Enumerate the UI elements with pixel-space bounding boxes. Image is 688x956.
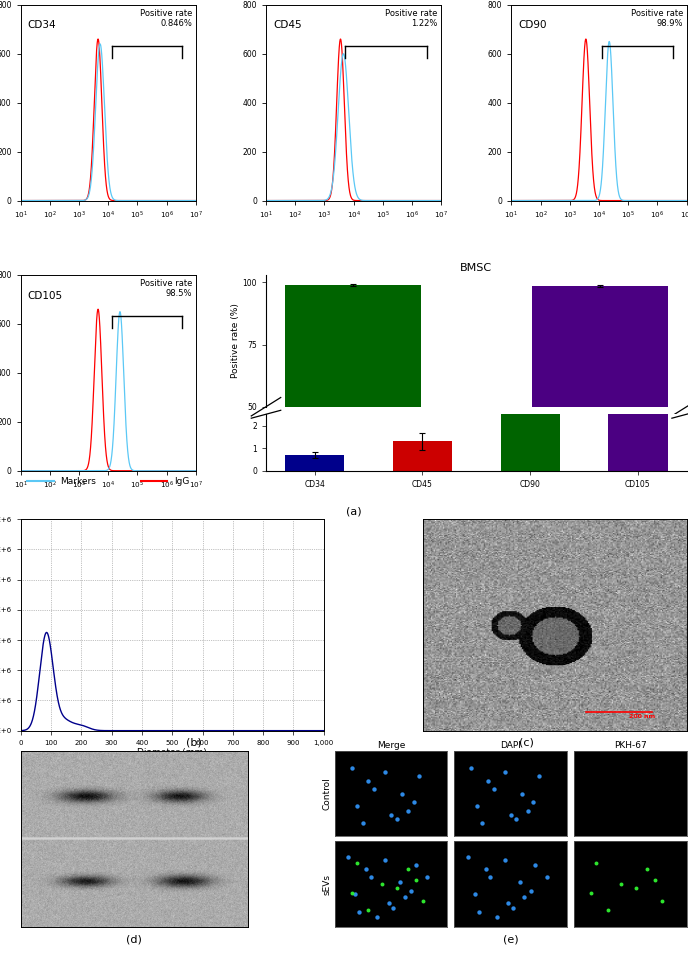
Point xyxy=(402,861,413,877)
Point xyxy=(642,861,653,877)
Text: Positive rate
1.22%: Positive rate 1.22% xyxy=(385,9,438,28)
Point xyxy=(406,883,417,899)
Bar xyxy=(532,286,667,531)
Title: PKH-67: PKH-67 xyxy=(614,741,647,750)
Point xyxy=(591,856,602,871)
Y-axis label: Control: Control xyxy=(323,777,332,810)
Text: (c): (c) xyxy=(519,738,534,748)
Point xyxy=(462,849,473,864)
Point xyxy=(357,815,368,831)
Text: (a): (a) xyxy=(346,506,361,516)
Point xyxy=(585,885,596,901)
Title: BMSC: BMSC xyxy=(460,263,493,272)
Point xyxy=(385,807,396,822)
Text: CD45: CD45 xyxy=(273,20,301,31)
Point xyxy=(363,902,374,918)
Title: DAPI: DAPI xyxy=(500,741,521,750)
Point xyxy=(346,760,357,775)
Point xyxy=(488,782,499,797)
Point xyxy=(541,870,552,885)
Point xyxy=(408,794,419,810)
Point xyxy=(514,875,525,890)
Point xyxy=(522,803,533,818)
Point xyxy=(365,870,376,885)
Point xyxy=(630,880,641,896)
Point xyxy=(354,904,365,920)
Point xyxy=(350,887,361,902)
Point xyxy=(397,786,408,801)
Point xyxy=(473,904,484,920)
Point xyxy=(530,858,541,873)
Point xyxy=(343,849,354,864)
Text: Positive rate
0.846%: Positive rate 0.846% xyxy=(140,9,193,28)
Y-axis label: sEVs: sEVs xyxy=(323,874,332,895)
Text: Positive rate
98.5%: Positive rate 98.5% xyxy=(140,279,193,298)
Text: 200 nm: 200 nm xyxy=(629,714,655,719)
Point xyxy=(376,877,387,892)
Point xyxy=(482,773,493,789)
Point xyxy=(656,894,667,909)
Point xyxy=(352,856,363,871)
Text: Positive rate
98.9%: Positive rate 98.9% xyxy=(631,9,683,28)
Point xyxy=(391,880,402,896)
Text: CD90: CD90 xyxy=(518,20,547,31)
Point xyxy=(616,877,627,892)
Point xyxy=(383,896,394,911)
Point xyxy=(399,889,410,904)
Point xyxy=(485,870,496,885)
Point xyxy=(649,872,660,887)
Bar xyxy=(285,455,345,470)
Point xyxy=(361,861,372,877)
Point xyxy=(417,894,428,909)
Point xyxy=(526,883,537,899)
Point xyxy=(466,760,477,775)
Point xyxy=(471,798,482,814)
Point xyxy=(491,909,502,924)
Point xyxy=(477,815,488,831)
Point xyxy=(372,909,383,924)
Point xyxy=(402,803,413,818)
Point xyxy=(480,861,491,877)
Title: Merge: Merge xyxy=(377,741,405,750)
Point xyxy=(507,901,518,916)
Point xyxy=(369,782,380,797)
Point xyxy=(499,765,510,780)
Text: IgG: IgG xyxy=(174,477,189,486)
X-axis label: Diameter (mm): Diameter (mm) xyxy=(138,749,207,757)
Bar xyxy=(285,285,421,531)
Text: (e): (e) xyxy=(503,934,519,945)
Point xyxy=(422,870,433,885)
Point xyxy=(413,769,424,784)
Point xyxy=(388,901,399,916)
Point xyxy=(469,887,480,902)
Y-axis label: Positive rate (%): Positive rate (%) xyxy=(230,303,239,379)
Point xyxy=(410,872,421,887)
Point xyxy=(503,896,514,911)
Bar xyxy=(393,442,452,470)
Text: (d): (d) xyxy=(127,934,142,945)
Point xyxy=(391,812,402,827)
Point xyxy=(352,798,363,814)
Point xyxy=(528,794,539,810)
Point xyxy=(602,902,613,918)
Point xyxy=(517,786,528,801)
Point xyxy=(380,853,391,868)
Point xyxy=(394,875,405,890)
Bar xyxy=(501,414,560,470)
Point xyxy=(510,812,522,827)
Point xyxy=(380,765,391,780)
Text: CD34: CD34 xyxy=(28,20,56,31)
Point xyxy=(499,853,510,868)
Bar xyxy=(608,414,667,470)
Point xyxy=(346,885,357,901)
Point xyxy=(505,807,516,822)
Text: Markers: Markers xyxy=(61,477,96,486)
Point xyxy=(363,773,374,789)
Text: (b): (b) xyxy=(186,738,202,748)
Text: CD105: CD105 xyxy=(28,291,63,300)
Point xyxy=(410,858,421,873)
Point xyxy=(533,769,544,784)
Point xyxy=(519,889,530,904)
